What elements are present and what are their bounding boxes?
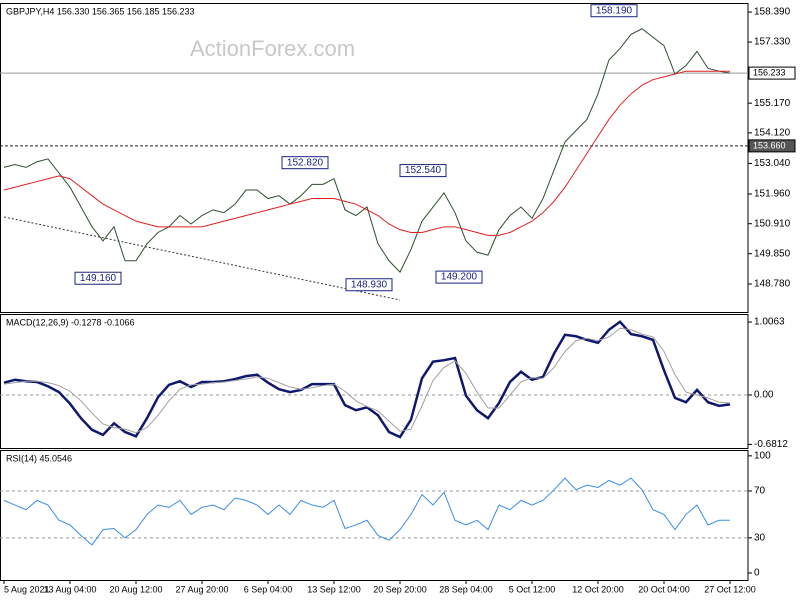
y-tick-label: 100 [754, 450, 771, 461]
annotation-label: 152.540 [405, 165, 442, 176]
panel-frame [0, 3, 749, 313]
annotation-label: 152.820 [287, 157, 324, 168]
y-tick-label: 158.390 [754, 7, 791, 18]
watermark: ActionForex.com [190, 36, 355, 61]
y-tick-label: 70 [754, 486, 766, 497]
price-level-box [748, 66, 796, 80]
annotation-box [281, 156, 329, 170]
y-tick-label: 0.00 [754, 390, 774, 401]
panel-title: GBPJPY,H4 156.330 156.365 156.185 156.23… [6, 6, 195, 16]
series-line [3, 320, 731, 439]
price-level-box [748, 139, 796, 153]
panel-frame [0, 314, 749, 449]
x-tick-label: 5 Aug 2021 [4, 584, 50, 594]
y-tick-label: 30 [754, 532, 766, 543]
y-tick-label: 155.170 [754, 98, 791, 109]
x-tick-label: 20 Sep 20:00 [373, 584, 427, 594]
x-tick-label: 20 Oct 04:00 [638, 584, 690, 594]
trend-line [3, 216, 401, 301]
series-line [3, 327, 731, 434]
annotation-box [345, 278, 393, 292]
annotation-box [435, 270, 483, 284]
annotation-box [399, 164, 447, 178]
series-line [3, 70, 730, 236]
x-tick-label: 27 Aug 20:00 [175, 584, 228, 594]
series-line [3, 28, 731, 273]
annotation-label: 149.160 [80, 273, 117, 284]
y-tick-label: 151.960 [754, 189, 791, 200]
panel-title: RSI(14) 45.0546 [6, 453, 72, 463]
x-tick-label: 13 Aug 04:00 [43, 584, 96, 594]
x-tick-label: 13 Sep 12:00 [307, 584, 361, 594]
panel-frame [0, 450, 749, 581]
y-tick-label: -0.6812 [754, 439, 788, 450]
y-tick-label: 154.120 [754, 128, 791, 139]
y-tick-label: 148.780 [754, 279, 791, 290]
y-tick-label: 149.850 [754, 248, 791, 259]
x-tick-label: 20 Aug 12:00 [109, 584, 162, 594]
panel-title: MACD(12,26,9) -0.1278 -0.1066 [6, 317, 135, 327]
x-tick-label: 28 Sep 04:00 [439, 584, 493, 594]
annotation-label: 148.930 [351, 279, 388, 290]
annotation-box [590, 4, 638, 18]
y-tick-label: 153.040 [754, 158, 791, 169]
annotation-box [74, 271, 122, 285]
annotation-label: 158.190 [596, 5, 633, 16]
annotation-label: 149.200 [441, 272, 478, 283]
price-level-label: 153.660 [753, 140, 786, 150]
y-tick-label: 150.910 [754, 218, 791, 229]
x-tick-label: 5 Oct 12:00 [509, 584, 556, 594]
y-tick-label: 1.0063 [754, 317, 785, 328]
x-tick-label: 6 Sep 04:00 [244, 584, 293, 594]
y-tick-label: 0 [754, 568, 760, 579]
x-tick-label: 12 Oct 20:00 [572, 584, 624, 594]
price-level-label: 156.233 [753, 67, 786, 77]
y-tick-label: 157.330 [754, 37, 791, 48]
series-line [3, 477, 731, 546]
x-tick-label: 27 Oct 12:00 [704, 584, 756, 594]
